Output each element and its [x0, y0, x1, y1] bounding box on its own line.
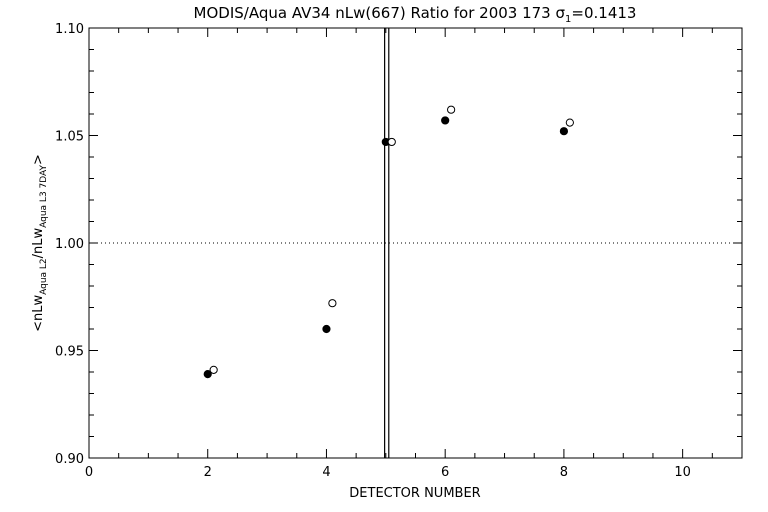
y-tick-label: 1.00: [55, 237, 84, 252]
point-open: [209, 365, 218, 374]
y-tick-label: 1.10: [55, 22, 84, 37]
point-open: [387, 137, 396, 147]
point-open: [565, 118, 574, 127]
point-filled: [203, 370, 212, 379]
x-tick-label: 10: [674, 465, 691, 480]
point-open: [328, 299, 337, 308]
point-filled: [441, 116, 450, 125]
y-axis-label: <nLwAqua L2/nLwAqua L3 7DAY>: [31, 154, 49, 332]
x-tick-label: 6: [441, 465, 449, 480]
x-axis-label: DETECTOR NUMBER: [349, 486, 480, 501]
x-tick-label: 0: [85, 465, 93, 480]
y-tick-label: 0.95: [55, 345, 84, 360]
point-filled: [322, 324, 331, 334]
x-tick-label: 2: [204, 465, 212, 480]
x-tick-label: 8: [560, 465, 568, 480]
y-tick-label: 0.90: [55, 452, 84, 467]
reference-lines: [89, 28, 742, 458]
data-points: [203, 105, 574, 379]
point-open: [447, 105, 456, 114]
point-filled: [559, 127, 569, 136]
tick-labels: 0 2 4 6 8 10 0.90 0.95 1.00 1.05 1.10: [55, 22, 691, 480]
y-tick-label: 1.05: [55, 130, 84, 145]
x-tick-label: 4: [322, 465, 330, 480]
axis-ticks: [88, 27, 743, 459]
chart-title: MODIS/Aqua AV34 nLw(667) Ratio for 2003 …: [194, 4, 637, 25]
